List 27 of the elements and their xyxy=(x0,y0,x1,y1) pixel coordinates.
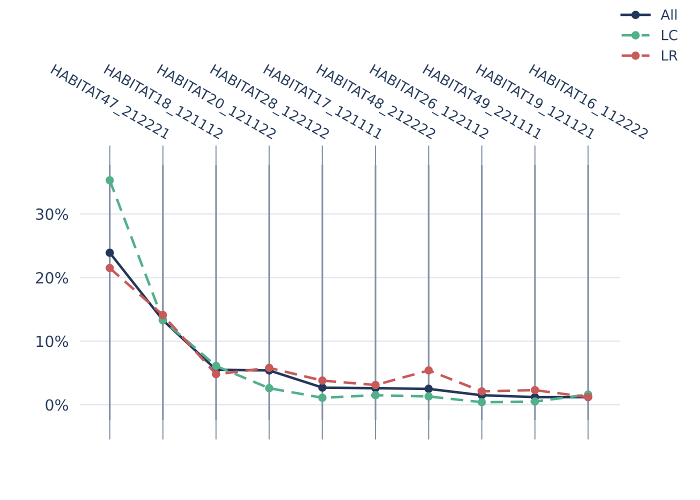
point xyxy=(106,264,114,272)
point xyxy=(212,362,220,370)
y-tick-label: 20% xyxy=(36,272,68,284)
point xyxy=(371,391,380,400)
point xyxy=(158,310,168,320)
y-tick-label: 10% xyxy=(36,336,68,348)
point xyxy=(530,397,540,406)
legend-label: LC xyxy=(662,30,678,40)
point xyxy=(212,370,220,378)
y-tick-label: 0% xyxy=(46,399,68,411)
point xyxy=(265,384,274,392)
point xyxy=(106,176,114,184)
point xyxy=(530,386,540,394)
point xyxy=(318,394,327,402)
point xyxy=(318,376,327,385)
y-tick-label: 30% xyxy=(36,208,68,220)
point xyxy=(424,366,433,375)
point xyxy=(106,248,114,257)
point xyxy=(424,384,433,394)
point xyxy=(371,380,380,390)
legend-label: LR xyxy=(662,50,678,61)
legend-label: All xyxy=(660,9,677,20)
point xyxy=(478,387,486,396)
point xyxy=(424,392,433,401)
point xyxy=(478,398,486,406)
point xyxy=(318,383,327,392)
point xyxy=(265,364,274,372)
